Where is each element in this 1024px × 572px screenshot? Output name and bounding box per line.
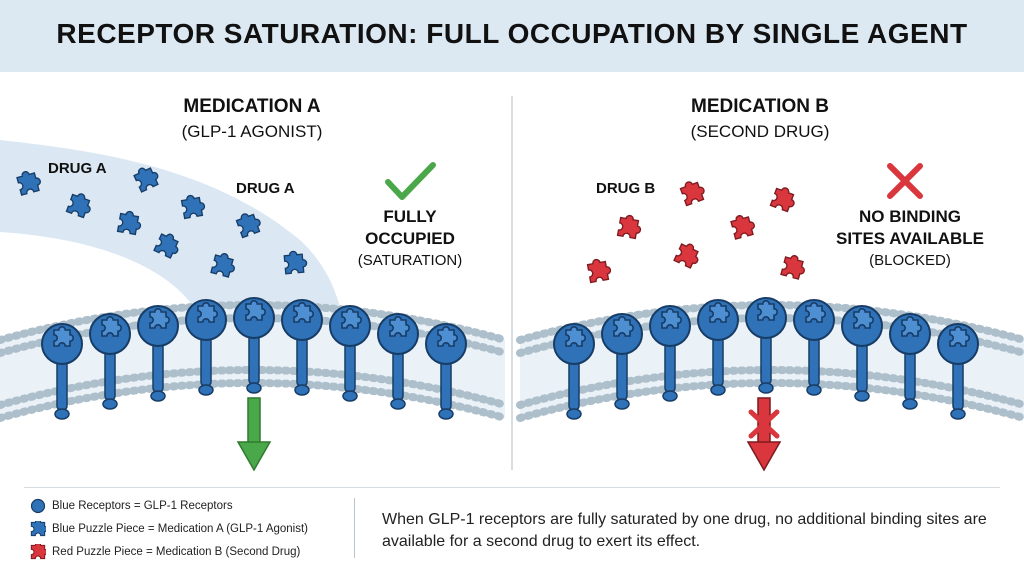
red-puzzle-icon [30,543,46,559]
blue-puzzle-icon [30,520,46,536]
legend-label: Blue Puzzle Piece = Medication A (GLP-1 … [52,522,309,535]
status-a-line-2: OCCUPIED [365,229,455,248]
title-banner [0,0,1024,72]
panel-a-status: FULLY OCCUPIED (SATURATION) [330,206,490,272]
drug-a-label-2: DRUG A [236,180,295,197]
red-puzzle-icon [729,211,758,240]
red-puzzle-icon [673,240,704,271]
red-puzzle-icon [678,177,708,207]
page-title: RECEPTOR SATURATION: FULL OCCUPATION BY … [56,18,968,49]
red-puzzle-icon [586,256,613,284]
check-icon [385,162,436,200]
legend-item-blue-piece: Blue Puzzle Piece = Medication A (GLP-1 … [30,517,308,540]
status-b-line-2: SITES AVAILABLE [836,229,984,248]
legend-divider [354,498,355,558]
legend-item-receptor: Blue Receptors = GLP-1 Receptors [30,494,308,517]
legend-item-red-piece: Red Puzzle Piece = Medication B (Second … [30,540,308,563]
panel-a-subheading: (GLP-1 AGONIST) [181,122,323,141]
status-b-line-1: NO BINDING [859,207,961,226]
status-a-line-3: (SATURATION) [357,252,463,269]
drug-b-label: DRUG B [596,180,656,197]
receptor-circle-icon [30,498,46,513]
red-puzzle-icon [780,252,809,281]
panel-b-status: NO BINDING SITES AVAILABLE (BLOCKED) [820,206,1000,272]
legend-separator [24,487,1000,488]
x-icon [887,163,923,199]
status-a-line-1: FULLY [383,207,437,226]
panel-b-header: MEDICATION B (SECOND DRUG) [640,96,880,142]
legend-label: Blue Receptors = GLP-1 Receptors [52,499,233,512]
red-puzzle-icon [769,184,799,214]
panel-a-header: MEDICATION A (GLP-1 AGONIST) [132,96,372,142]
drug-a-label: DRUG A [48,160,107,177]
red-puzzle-icon [616,213,644,240]
blocked-arrow-icon [746,397,782,472]
down-arrow-icon [236,397,272,472]
explanation-note: When GLP-1 receptors are fully saturated… [382,511,987,550]
panel-a-heading: MEDICATION A [183,96,321,117]
status-b-line-3: (BLOCKED) [869,252,951,269]
legend: Blue Receptors = GLP-1 Receptors Blue Pu… [30,494,308,563]
legend-label: Red Puzzle Piece = Medication B (Second … [52,545,301,558]
panel-b-heading: MEDICATION B [691,96,829,117]
panel-b-subheading: (SECOND DRUG) [690,122,830,141]
